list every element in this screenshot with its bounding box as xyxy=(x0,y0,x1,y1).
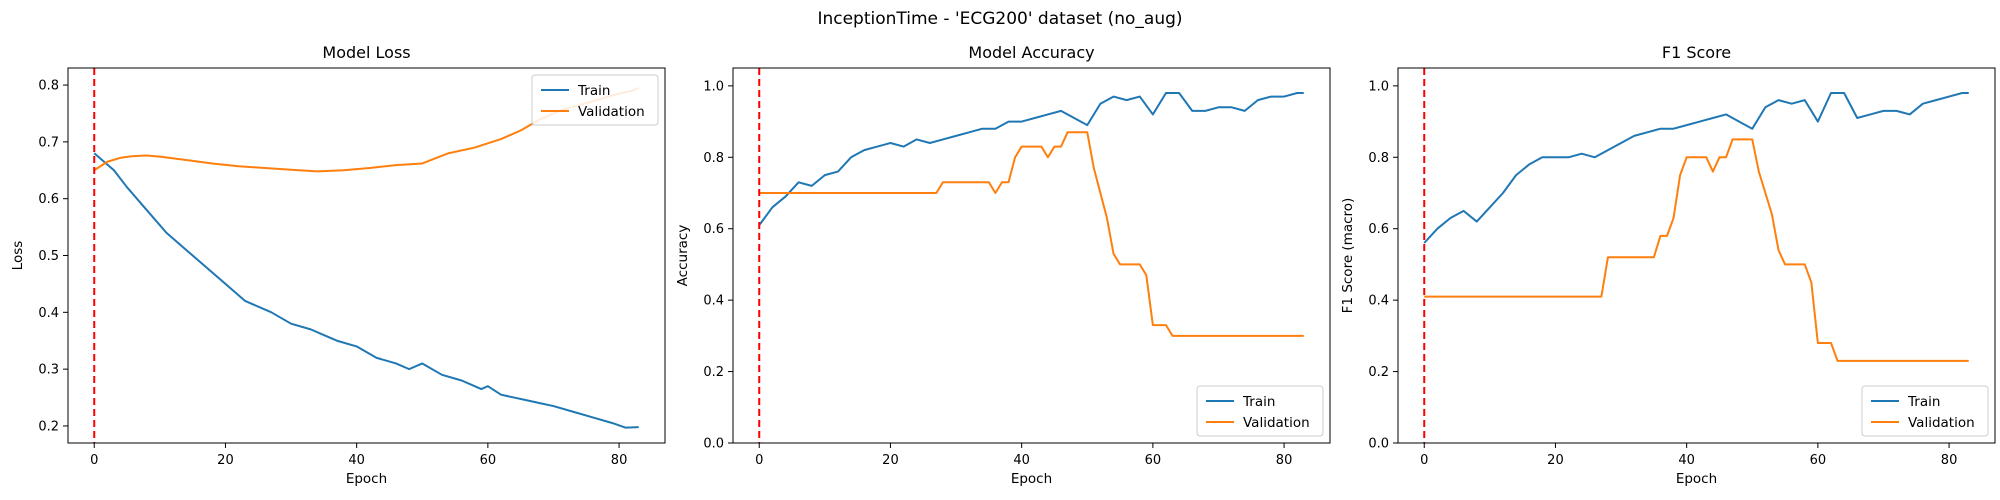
x-tick-label: 80 xyxy=(611,453,628,468)
y-axis-label: Loss xyxy=(10,241,26,271)
x-tick-label: 0 xyxy=(1420,453,1428,468)
legend-box xyxy=(1861,385,1989,437)
legend-label: Train xyxy=(577,83,610,99)
legend-box xyxy=(531,74,659,126)
series-line-validation xyxy=(1424,138,1969,362)
x-tick-label: 80 xyxy=(1276,453,1293,468)
y-tick-label: 0.8 xyxy=(38,79,59,94)
legend: Train Validation xyxy=(531,74,659,126)
y-tick-label: 0.2 xyxy=(38,419,59,434)
plot-frame xyxy=(67,67,666,444)
x-axis-label: Epoch xyxy=(1011,471,1052,487)
y-tick-label: 0.2 xyxy=(703,365,724,380)
y-tick-label: 0.8 xyxy=(703,151,724,166)
legend-label: Validation xyxy=(1243,415,1310,431)
y-tick-label: 0.8 xyxy=(1368,151,1389,166)
chart-title: Model Accuracy xyxy=(968,43,1094,62)
y-tick-label: 0.6 xyxy=(38,192,59,207)
y-tick-label: 0.0 xyxy=(703,437,724,452)
y-tick-label: 0.2 xyxy=(1368,365,1389,380)
chart-1: Model Accuracy 0 20 40 60 80 0.0 0.2 0.4 0.6 0.8 1.… xyxy=(675,43,1331,487)
x-tick-label: 0 xyxy=(755,453,763,468)
plots: Model Loss 0 20 40 60 80 0.2 0.3 0.4 0.5 0.6 0.7 0.8… xyxy=(10,43,1996,487)
x-tick-label: 40 xyxy=(348,453,365,468)
x-axis-label: Epoch xyxy=(346,471,387,487)
legend: Train Validation xyxy=(1861,385,1989,437)
legend-label: Train xyxy=(1907,394,1940,410)
x-tick-label: 80 xyxy=(1941,453,1958,468)
y-tick-label: 1.0 xyxy=(1368,79,1389,94)
y-tick-label: 0.4 xyxy=(38,306,59,321)
chart-title: F1 Score xyxy=(1662,43,1731,62)
x-tick-label: 20 xyxy=(1547,453,1564,468)
figure-title: InceptionTime - 'ECG200' dataset (no_aug… xyxy=(817,9,1182,29)
legend-label: Validation xyxy=(1908,415,1975,431)
series-line-train xyxy=(1423,92,1969,244)
series-line-train xyxy=(93,152,639,429)
x-tick-label: 20 xyxy=(217,453,234,468)
chart-2: F1 Score 0 20 40 60 80 0.0 0.2 0.4 0.6 0.8 1.0 Epoch… xyxy=(1340,43,1996,487)
x-tick-label: 40 xyxy=(1678,453,1695,468)
y-tick-label: 0.7 xyxy=(38,135,59,150)
x-tick-label: 60 xyxy=(1145,453,1162,468)
legend-box xyxy=(1196,385,1324,437)
chart-title: Model Loss xyxy=(322,43,410,62)
plot-frame xyxy=(1397,67,1996,444)
y-tick-label: 0.4 xyxy=(703,294,724,309)
y-tick-label: 0.0 xyxy=(1368,437,1389,452)
y-tick-label: 1.0 xyxy=(703,79,724,94)
legend-label: Train xyxy=(1242,394,1275,410)
legend: Train Validation xyxy=(1196,385,1324,437)
x-tick-label: 20 xyxy=(882,453,899,468)
y-tick-label: 0.5 xyxy=(38,249,59,264)
y-tick-label: 0.6 xyxy=(1368,222,1389,237)
legend-label: Validation xyxy=(578,104,645,120)
y-axis-label: F1 Score (macro) xyxy=(1340,198,1356,314)
series-line-train xyxy=(758,92,1304,226)
y-tick-label: 0.4 xyxy=(1368,294,1389,309)
x-tick-label: 40 xyxy=(1013,453,1030,468)
chart-0: Model Loss 0 20 40 60 80 0.2 0.3 0.4 0.5 0.6 0.7 0.8… xyxy=(10,43,666,487)
y-tick-label: 0.3 xyxy=(38,363,59,378)
y-axis-label: Accuracy xyxy=(675,225,691,287)
plot-frame xyxy=(732,67,1331,444)
x-axis-label: Epoch xyxy=(1676,471,1717,487)
x-tick-label: 0 xyxy=(90,453,98,468)
series-line-validation xyxy=(759,131,1304,337)
y-tick-label: 0.6 xyxy=(703,222,724,237)
x-tick-label: 60 xyxy=(480,453,497,468)
x-tick-label: 60 xyxy=(1810,453,1827,468)
